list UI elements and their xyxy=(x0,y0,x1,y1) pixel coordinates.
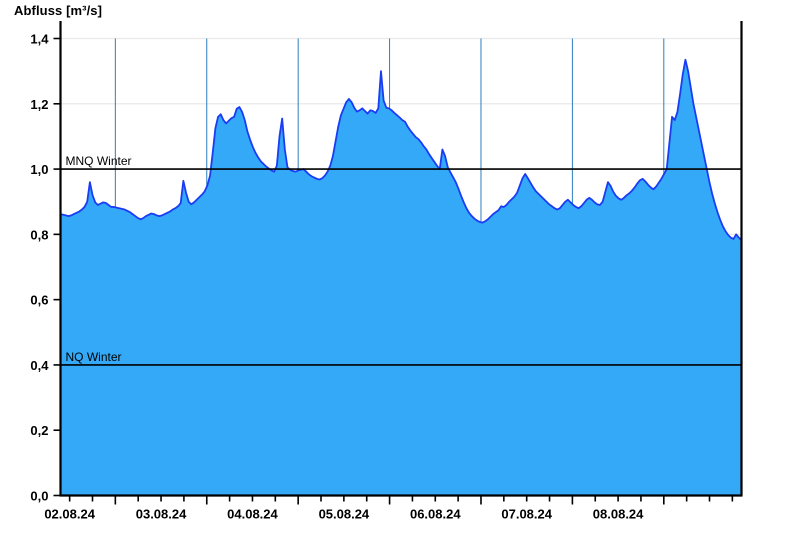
x-tick-label: 03.08.24 xyxy=(136,507,187,522)
y-tick-label: 0,4 xyxy=(30,358,49,373)
axis-lines xyxy=(59,21,743,497)
discharge-line xyxy=(60,58,743,241)
x-tick-label: 02.08.24 xyxy=(44,507,95,522)
y-tick-label: 1,0 xyxy=(30,162,48,177)
threshold-label: NQ Winter xyxy=(66,350,122,364)
discharge-area xyxy=(60,58,743,496)
threshold-label: MNQ Winter xyxy=(66,154,132,168)
x-tick-label: 08.08.24 xyxy=(593,507,644,522)
page-title: Abfluss [m³/s] xyxy=(14,3,103,18)
x-tick-label: 05.08.24 xyxy=(319,507,370,522)
y-tick-label: 0,8 xyxy=(30,227,48,242)
discharge-fill xyxy=(60,59,742,496)
y-tick-label: 1,4 xyxy=(30,32,49,47)
x-tick-label: 06.08.24 xyxy=(410,507,461,522)
y-axis-ticks: 0,0 0,2 0,4 0,6 0,8 1,0 1,2 1,4 xyxy=(30,32,61,504)
y-tick-label: 0,0 xyxy=(30,489,48,504)
x-tick-label: 07.08.24 xyxy=(501,507,552,522)
y-tick-label: 0,6 xyxy=(30,293,48,308)
threshold-lines xyxy=(60,168,742,366)
threshold-labels: MNQ Winter NQ Winter xyxy=(66,154,132,364)
y-tick-label: 1,2 xyxy=(30,97,48,112)
y-tick-label: 0,2 xyxy=(30,423,48,438)
x-tick-label: 04.08.24 xyxy=(227,507,278,522)
x-axis-ticks: 02.08.24 03.08.24 04.08.24 05.08.24 06.08.24… xyxy=(44,495,734,522)
